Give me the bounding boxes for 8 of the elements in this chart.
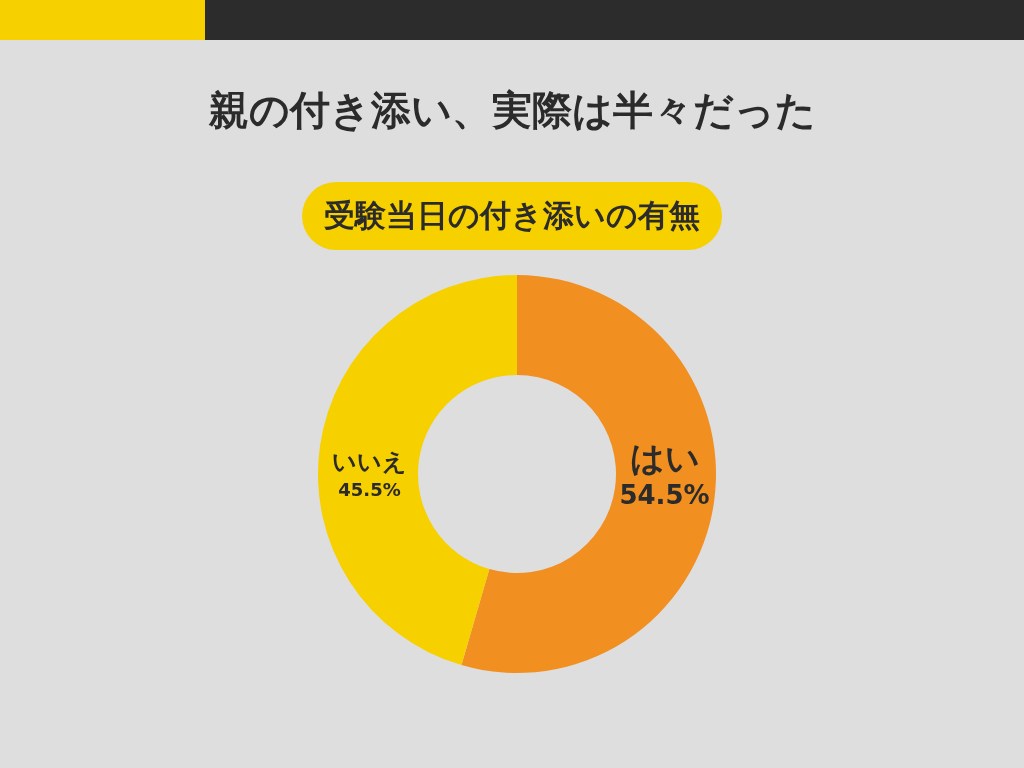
- chart-title: 親の付き添い、実際は半々だった: [207, 86, 817, 135]
- slice-label: いいえ: [331, 448, 407, 476]
- data-label: 54.5%: [619, 480, 710, 510]
- donut-slice: [318, 275, 517, 666]
- donut-slice: [461, 275, 716, 673]
- data-label: 45.5%: [338, 479, 401, 500]
- chart-subtitle: 受験当日の付き添いの有無: [302, 182, 722, 250]
- slice-label: はい: [629, 438, 700, 478]
